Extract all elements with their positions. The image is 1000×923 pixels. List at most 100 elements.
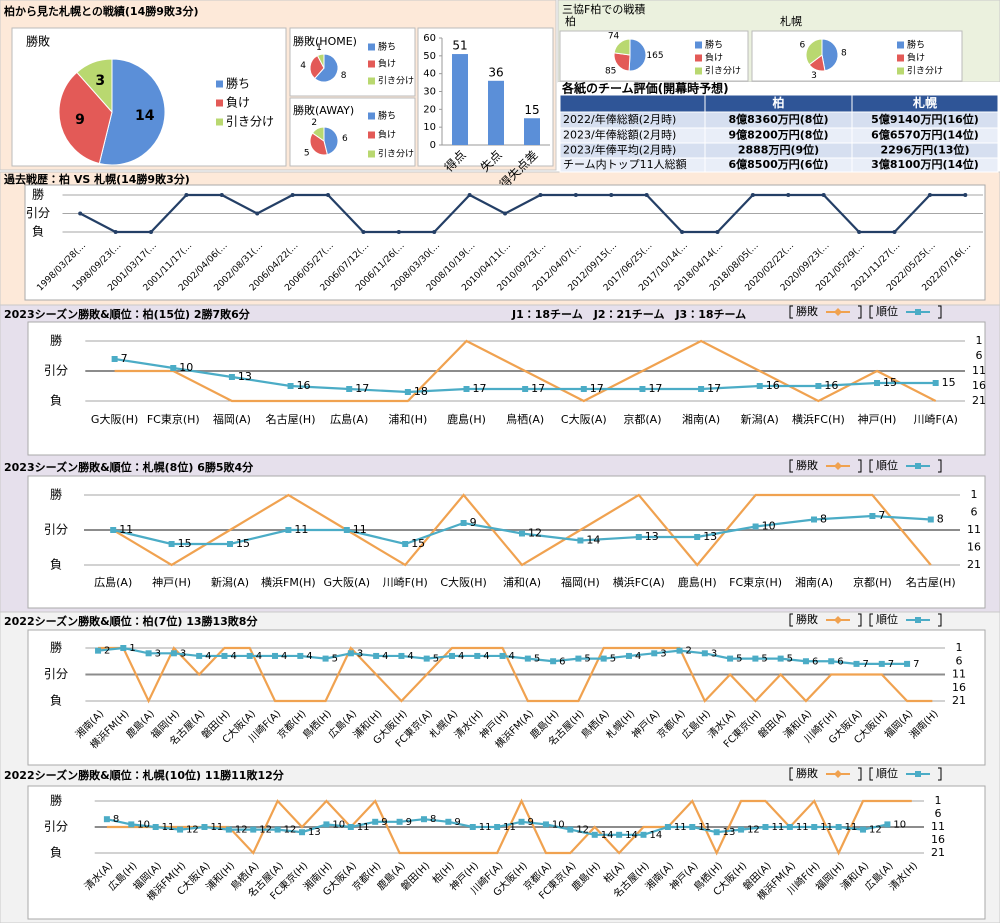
legend-swatch [216, 80, 223, 88]
chart-title: 過去戦歴：柏 VS 札幌(14勝9敗3分) [4, 172, 190, 186]
rank-marker [835, 824, 842, 830]
data-label: 14 [650, 830, 663, 841]
rank-marker [423, 655, 430, 662]
pie-slice [805, 38, 823, 66]
chart-title: 2023シーズン勝敗&順位：柏(15位) 2勝7敗6分 [4, 307, 251, 321]
data-label: 6 [342, 134, 348, 144]
x-tick-label: 広島(A) [330, 412, 368, 426]
legend-label: 勝ち [907, 39, 925, 51]
legend-bracket [938, 305, 942, 319]
y-tick-label: 40 [423, 69, 436, 80]
data-label: 4 [205, 651, 211, 662]
data-label: 74 [608, 32, 620, 42]
rank-marker [285, 527, 292, 533]
data-label: 11 [162, 822, 175, 833]
rank-marker [777, 655, 784, 662]
data-label: 11 [503, 822, 516, 833]
x-tick-label: 神戸(H) [152, 575, 191, 589]
legend-marker [834, 616, 842, 624]
data-label: 5 [332, 654, 338, 665]
table-cell [851, 157, 999, 173]
table-cell-text: 5億9140万円(16位) [871, 112, 979, 126]
point [573, 193, 578, 197]
rank-marker [616, 831, 623, 838]
y-tick-label: 勝 [50, 333, 62, 348]
data-label: 12 [747, 825, 760, 836]
data-label: 11 [674, 822, 687, 833]
y2-tick-label: 6 [976, 349, 983, 362]
rank-marker [145, 650, 152, 657]
rank-marker [713, 829, 720, 836]
chart-box [27, 475, 986, 609]
series-line [79, 193, 966, 234]
data-label: 4 [281, 651, 287, 662]
legend-label: 引き分け [378, 76, 414, 87]
data-label: 6 [559, 656, 565, 667]
legend-swatch [695, 54, 702, 62]
chart-subtitle: J1：18チーム J2：21チーム J3：18チーム [511, 308, 746, 321]
rank-marker [639, 386, 646, 392]
data-label: 14 [586, 534, 600, 547]
data-label: 51 [452, 39, 467, 53]
rank-marker [201, 824, 208, 830]
data-label: 5 [534, 654, 540, 665]
y2-tick-label: 11 [952, 668, 966, 681]
legend-swatch [368, 112, 375, 120]
data-label: 9 [454, 817, 460, 828]
pie-slice [311, 126, 325, 142]
x-tick-label: C大阪(A) [561, 412, 607, 426]
rank-marker [762, 824, 769, 830]
data-label: 9 [381, 817, 387, 828]
legend-label: 勝ち [378, 110, 396, 122]
legend-bracket [858, 613, 862, 627]
legend-label: 負け [907, 52, 925, 64]
y-tick-label: 負 [50, 558, 62, 572]
x-tick-label: 京都(A) [623, 413, 661, 426]
x-tick-label: 鹿島(H) [678, 575, 717, 589]
rank-marker [460, 520, 467, 526]
y-tick-label: 50 [423, 51, 436, 62]
legend-swatch [695, 41, 702, 49]
data-label: 5 [304, 148, 310, 158]
rank-marker [815, 383, 822, 389]
pie-box [289, 97, 416, 167]
x-tick-label: G大阪(A) [323, 575, 370, 589]
chart-title: 柏 [565, 14, 576, 28]
data-label: 7 [888, 659, 894, 670]
bar [452, 54, 468, 145]
chart-title: 2022シーズン勝敗&順位：札幌(10位) 11勝11敗12分 [4, 768, 285, 782]
series-line [112, 493, 932, 567]
legend-swatch [368, 77, 375, 85]
legend-bracket [858, 459, 862, 473]
data-label: 3 [711, 648, 717, 659]
data-label: 17 [355, 382, 369, 395]
y2-tick-label: 11 [967, 523, 981, 536]
y-tick-label: 負 [50, 394, 62, 408]
data-label: 8 [113, 814, 119, 825]
rank-marker [396, 818, 403, 825]
rank-marker [373, 652, 380, 659]
data-label: 15 [236, 537, 250, 550]
legend-marker [915, 771, 921, 777]
rank-marker [287, 383, 294, 389]
y2-tick-label: 1 [935, 794, 942, 807]
rank-marker [227, 541, 233, 547]
legend-label: 引き分け [907, 66, 943, 77]
rank-marker [228, 374, 235, 380]
rank-marker [701, 650, 708, 657]
pie-slice [76, 58, 113, 114]
rank-marker [786, 824, 793, 830]
x-tick-label: 横浜FC(A) [613, 575, 665, 589]
rank-marker [567, 826, 574, 833]
rank-marker [463, 386, 470, 392]
rank-marker [499, 652, 506, 659]
x-tick-label: 福岡(H) [561, 575, 600, 589]
rank-marker [168, 541, 175, 547]
chart-title: 札幌 [780, 14, 802, 28]
data-label: 36 [488, 65, 503, 79]
data-label: 14 [625, 830, 638, 841]
data-label: 3 [357, 648, 363, 659]
legend-label: 勝敗 [796, 304, 818, 318]
x-tick-label: 鹿島(H) [447, 412, 486, 426]
